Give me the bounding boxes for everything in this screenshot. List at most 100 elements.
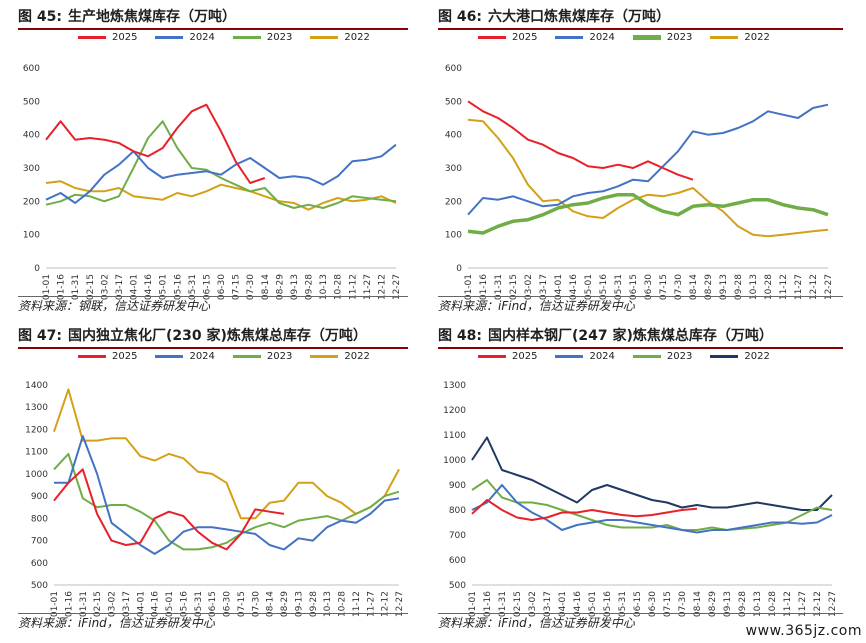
x-tick-label: 01-01 (50, 591, 60, 617)
x-tick-label: 04-16 (144, 274, 154, 300)
figure-number: 图 45: (18, 9, 62, 25)
x-tick-label: 07-15 (232, 274, 242, 300)
y-tick-label: 600 (449, 556, 466, 566)
x-tick-label: 05-01 (584, 274, 594, 300)
series-line-2024 (471, 484, 833, 534)
x-tick-label: 06-15 (629, 274, 639, 300)
line-chart: 0 100 200 300 400 500 600 01-01 01-16 01-31 02-15 0… (445, 64, 834, 300)
source-note: 资料来源：iFind，信达证券研发中心 (438, 296, 843, 315)
x-tick-label: 05-31 (188, 274, 198, 300)
y-tick-label: 100 (23, 231, 40, 241)
chart-title: 六大港口炼焦煤库存（万吨） (487, 9, 670, 25)
x-tick-label: 10-13 (319, 274, 329, 300)
x-tick-label: 03-02 (524, 274, 534, 300)
x-tick-label: 10-28 (334, 274, 344, 300)
line-chart: 500 600 700 800 900 1000 1100 1200 1300 01-01 01-1… (443, 381, 838, 617)
figure-number: 图 46: (438, 9, 482, 25)
source-note: 资料来源：iFind，信达证券研发中心 (438, 613, 843, 632)
x-tick-label: 10-13 (323, 591, 333, 617)
x-tick-label: 01-01 (42, 274, 52, 300)
source-note: 资料来源：钢联，信达证券研发中心 (18, 296, 408, 315)
x-tick-label: 02-15 (86, 274, 96, 300)
figure-number: 图 47: (18, 328, 62, 344)
legend-label: 2025 (512, 351, 538, 362)
x-tick-label: 04-01 (554, 274, 564, 300)
legend-item-2024: 2024 (155, 351, 215, 362)
legend-label: 2023 (666, 351, 693, 362)
panel-title: 图 47: 国内独立焦化厂(230 家)炼焦煤总库存（万吨） (18, 325, 408, 349)
y-tick-label: 500 (23, 97, 40, 107)
legend-label: 2024 (189, 351, 215, 362)
x-tick-label: 01-01 (468, 591, 478, 617)
x-tick-label: 03-17 (115, 274, 125, 300)
x-tick-label: 06-15 (208, 591, 218, 617)
legend-swatch (310, 355, 339, 358)
x-tick-label: 07-15 (663, 591, 673, 617)
legend-label: 2024 (589, 32, 615, 43)
x-tick-label: 01-16 (57, 274, 67, 300)
legend-swatch (155, 36, 184, 39)
x-tick-label: 06-15 (202, 274, 212, 300)
x-tick-label: 09-28 (738, 591, 748, 617)
y-tick-label: 0 (34, 264, 40, 274)
legend-swatch (632, 35, 661, 40)
x-tick-label: 07-15 (659, 274, 669, 300)
y-tick-label: 300 (445, 164, 462, 174)
legend-item-2022: 2022 (310, 32, 370, 43)
series-line-2023 (45, 120, 397, 209)
panel-fig45: 图 45: 生产地炼焦煤库存（万吨） 2025 2024 2023 2022 0 100 200… (18, 6, 408, 316)
legend-swatch (555, 36, 584, 39)
y-tick-label: 1300 (443, 381, 466, 391)
x-tick-label: 01-31 (71, 274, 81, 300)
y-tick-label: 1000 (25, 470, 48, 480)
x-tick-label: 03-02 (108, 591, 118, 617)
y-tick-label: 600 (31, 559, 48, 569)
x-tick-label: 10-28 (338, 591, 348, 617)
legend-item-2023: 2023 (232, 351, 292, 362)
series-line-2022 (53, 388, 400, 520)
y-tick-label: 600 (445, 64, 462, 74)
x-tick-label: 04-16 (569, 274, 579, 300)
y-tick-label: 500 (31, 581, 48, 591)
x-tick-label: 12-12 (381, 591, 391, 617)
legend-swatch (710, 36, 739, 39)
x-tick-label: 11-12 (352, 591, 362, 617)
y-tick-label: 200 (445, 197, 462, 207)
y-tick-label: 1300 (25, 403, 48, 413)
y-tick-label: 800 (31, 514, 48, 524)
legend: 2025 2024 2023 2022 (78, 32, 370, 43)
legend-item-2022: 2022 (710, 351, 770, 362)
x-tick-label: 11-27 (798, 591, 808, 617)
legend-item-2025: 2025 (78, 32, 137, 43)
x-tick-label: 08-14 (266, 591, 276, 617)
x-tick-label: 01-31 (494, 274, 504, 300)
series-line-2024 (467, 103, 829, 216)
legend-item-2023: 2023 (232, 32, 292, 43)
x-tick-label: 02-15 (513, 591, 523, 617)
x-tick-label: 05-01 (165, 591, 175, 617)
x-tick-label: 06-30 (644, 274, 654, 300)
y-tick-label: 700 (31, 537, 48, 547)
x-tick-label: 06-30 (217, 274, 227, 300)
y-tick-label: 1100 (25, 448, 48, 458)
legend-label: 2025 (112, 351, 138, 362)
y-tick-label: 100 (445, 231, 462, 241)
legend: 2025 2024 2023 2022 (478, 351, 770, 362)
series-line-2025 (45, 103, 266, 184)
x-tick-label: 04-01 (558, 591, 568, 617)
legend-item-2022: 2022 (310, 351, 370, 362)
x-tick-label: 08-29 (704, 274, 714, 300)
legend-swatch (232, 36, 261, 39)
panel-fig46: 图 46: 六大港口炼焦煤库存（万吨） 2025 2024 2023 2022 0 100 20… (438, 6, 843, 316)
x-tick-label: 09-13 (290, 274, 300, 300)
x-tick-label: 10-28 (764, 274, 774, 300)
y-tick-label: 400 (23, 131, 40, 141)
x-tick-label: 08-14 (693, 591, 703, 617)
x-tick-label: 10-13 (749, 274, 759, 300)
x-tick-label: 12-27 (395, 591, 405, 617)
x-tick-label: 03-02 (100, 274, 110, 300)
panel-fig47: 图 47: 国内独立焦化厂(230 家)炼焦煤总库存（万吨） 2025 2024 202… (18, 325, 408, 633)
series-line-2024 (45, 143, 397, 204)
legend-swatch (78, 36, 106, 39)
x-tick-label: 05-16 (179, 591, 189, 617)
